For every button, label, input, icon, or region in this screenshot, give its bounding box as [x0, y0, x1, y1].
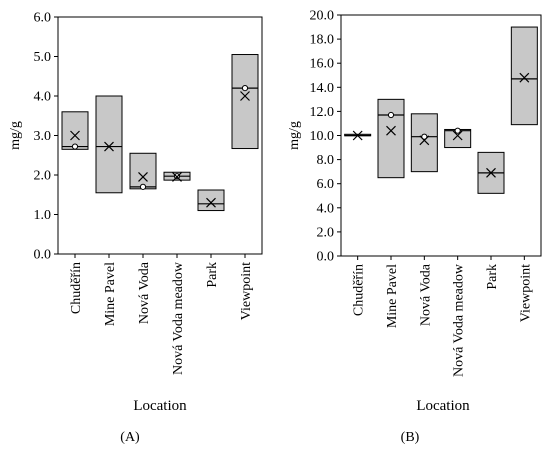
y-tick-label: 20.0: [310, 9, 335, 24]
y-tick-label: 8.0: [317, 153, 335, 168]
box-body: [377, 98, 405, 179]
box-chuderin: [344, 130, 372, 141]
y-tick-label: 4.0: [34, 90, 52, 105]
chart-panel-b: 0.0 2.0 4.0 6.0 8.0 10.0 12.0 14.0 16.0 18.0 20.0 m…: [287, 9, 542, 445]
y-tick-label: 5.0: [34, 50, 52, 65]
box-nova-voda-meadow: [163, 171, 191, 182]
y-tick-label: 2.0: [317, 225, 335, 240]
median-circle-marker: [241, 85, 249, 92]
x-tick-label-chuderin: Chuděřín: [352, 264, 367, 316]
box-body: [231, 54, 259, 150]
x-axis-label: Location: [133, 398, 187, 414]
median-circle-marker: [71, 143, 79, 150]
y-tick-label: 10.0: [310, 129, 335, 144]
box-nova-voda-meadow: [444, 127, 472, 149]
y-tick-label: 6.0: [34, 11, 52, 26]
box-viewpoint: [231, 54, 259, 150]
x-tick-label-nova-voda: Nová Voda: [137, 261, 152, 324]
y-tick-label: 3.0: [34, 129, 52, 144]
x-tick-label-viewpoint: Viewpoint: [239, 262, 254, 320]
box-body: [410, 113, 438, 173]
plot-frame: [57, 16, 263, 255]
box-body: [197, 189, 225, 212]
x-tick-label-chuderin: Chuděřín: [69, 262, 84, 314]
mean-marker: [452, 130, 463, 141]
x-axis-label: Location: [416, 398, 470, 414]
y-tick-label: 14.0: [310, 81, 335, 96]
panel-label: (B): [401, 430, 420, 445]
mean-marker: [104, 141, 114, 152]
mean-marker: [386, 125, 396, 136]
box-mine-pavel: [377, 98, 405, 179]
mean-marker: [419, 135, 430, 146]
chart-panel-a: 0.0 1.0 2.0 3.0 4.0 5.0 6.0 mg/g Chuděřín Mine Pa…: [8, 11, 263, 445]
box-body: [129, 152, 157, 190]
mean-marker: [138, 172, 148, 182]
mean-marker: [70, 130, 80, 141]
mean-marker: [206, 197, 216, 208]
x-tick-label-mine-pavel: Mine Pavel: [385, 264, 400, 328]
box-nova-voda: [410, 113, 438, 173]
box-chuderin: [61, 111, 89, 150]
y-axis-label: mg/g: [8, 121, 23, 150]
y-tick-label: 6.0: [317, 177, 335, 192]
y-tick-label: 18.0: [310, 33, 335, 48]
box-mine-pavel: [95, 95, 123, 194]
mean-marker: [486, 167, 496, 178]
x-tick-label-nova-voda-meadow: Nová Voda meadow: [171, 261, 186, 375]
x-tick-label-nova-voda-meadow: Nová Voda meadow: [452, 263, 467, 377]
panel-label: (A): [120, 430, 140, 445]
y-tick-label: 1.0: [34, 208, 52, 223]
x-tick-label-viewpoint: Viewpoint: [518, 264, 533, 322]
mean-marker: [240, 91, 250, 101]
box-body: [510, 26, 538, 126]
box-park: [477, 151, 505, 194]
x-tick-label-mine-pavel: Mine Pavel: [103, 262, 118, 326]
box-body: [95, 95, 123, 194]
mean-marker: [519, 72, 530, 83]
median-circle-marker: [421, 133, 428, 140]
box-park: [197, 189, 225, 212]
box-viewpoint: [510, 26, 538, 126]
median-circle-marker: [387, 111, 395, 119]
y-tick-label: 0.0: [34, 248, 52, 263]
y-tick-label: 2.0: [34, 169, 52, 184]
x-tick-label-nova-voda: Nová Voda: [418, 263, 433, 326]
x-tick-label-park: Park: [485, 264, 500, 290]
box-body: [61, 111, 89, 150]
median-circle-marker: [139, 183, 147, 190]
mean-marker: [172, 172, 182, 182]
y-axis-label: mg/g: [287, 121, 302, 150]
median-circle-marker: [454, 127, 461, 134]
y-tick-label: 16.0: [310, 57, 335, 72]
box-nova-voda: [129, 152, 157, 190]
y-tick-label: 0.0: [317, 250, 335, 265]
y-tick-label: 12.0: [310, 105, 335, 120]
x-tick-label-park: Park: [205, 262, 220, 288]
y-tick-label: 4.0: [317, 201, 335, 216]
mean-marker: [352, 130, 363, 141]
